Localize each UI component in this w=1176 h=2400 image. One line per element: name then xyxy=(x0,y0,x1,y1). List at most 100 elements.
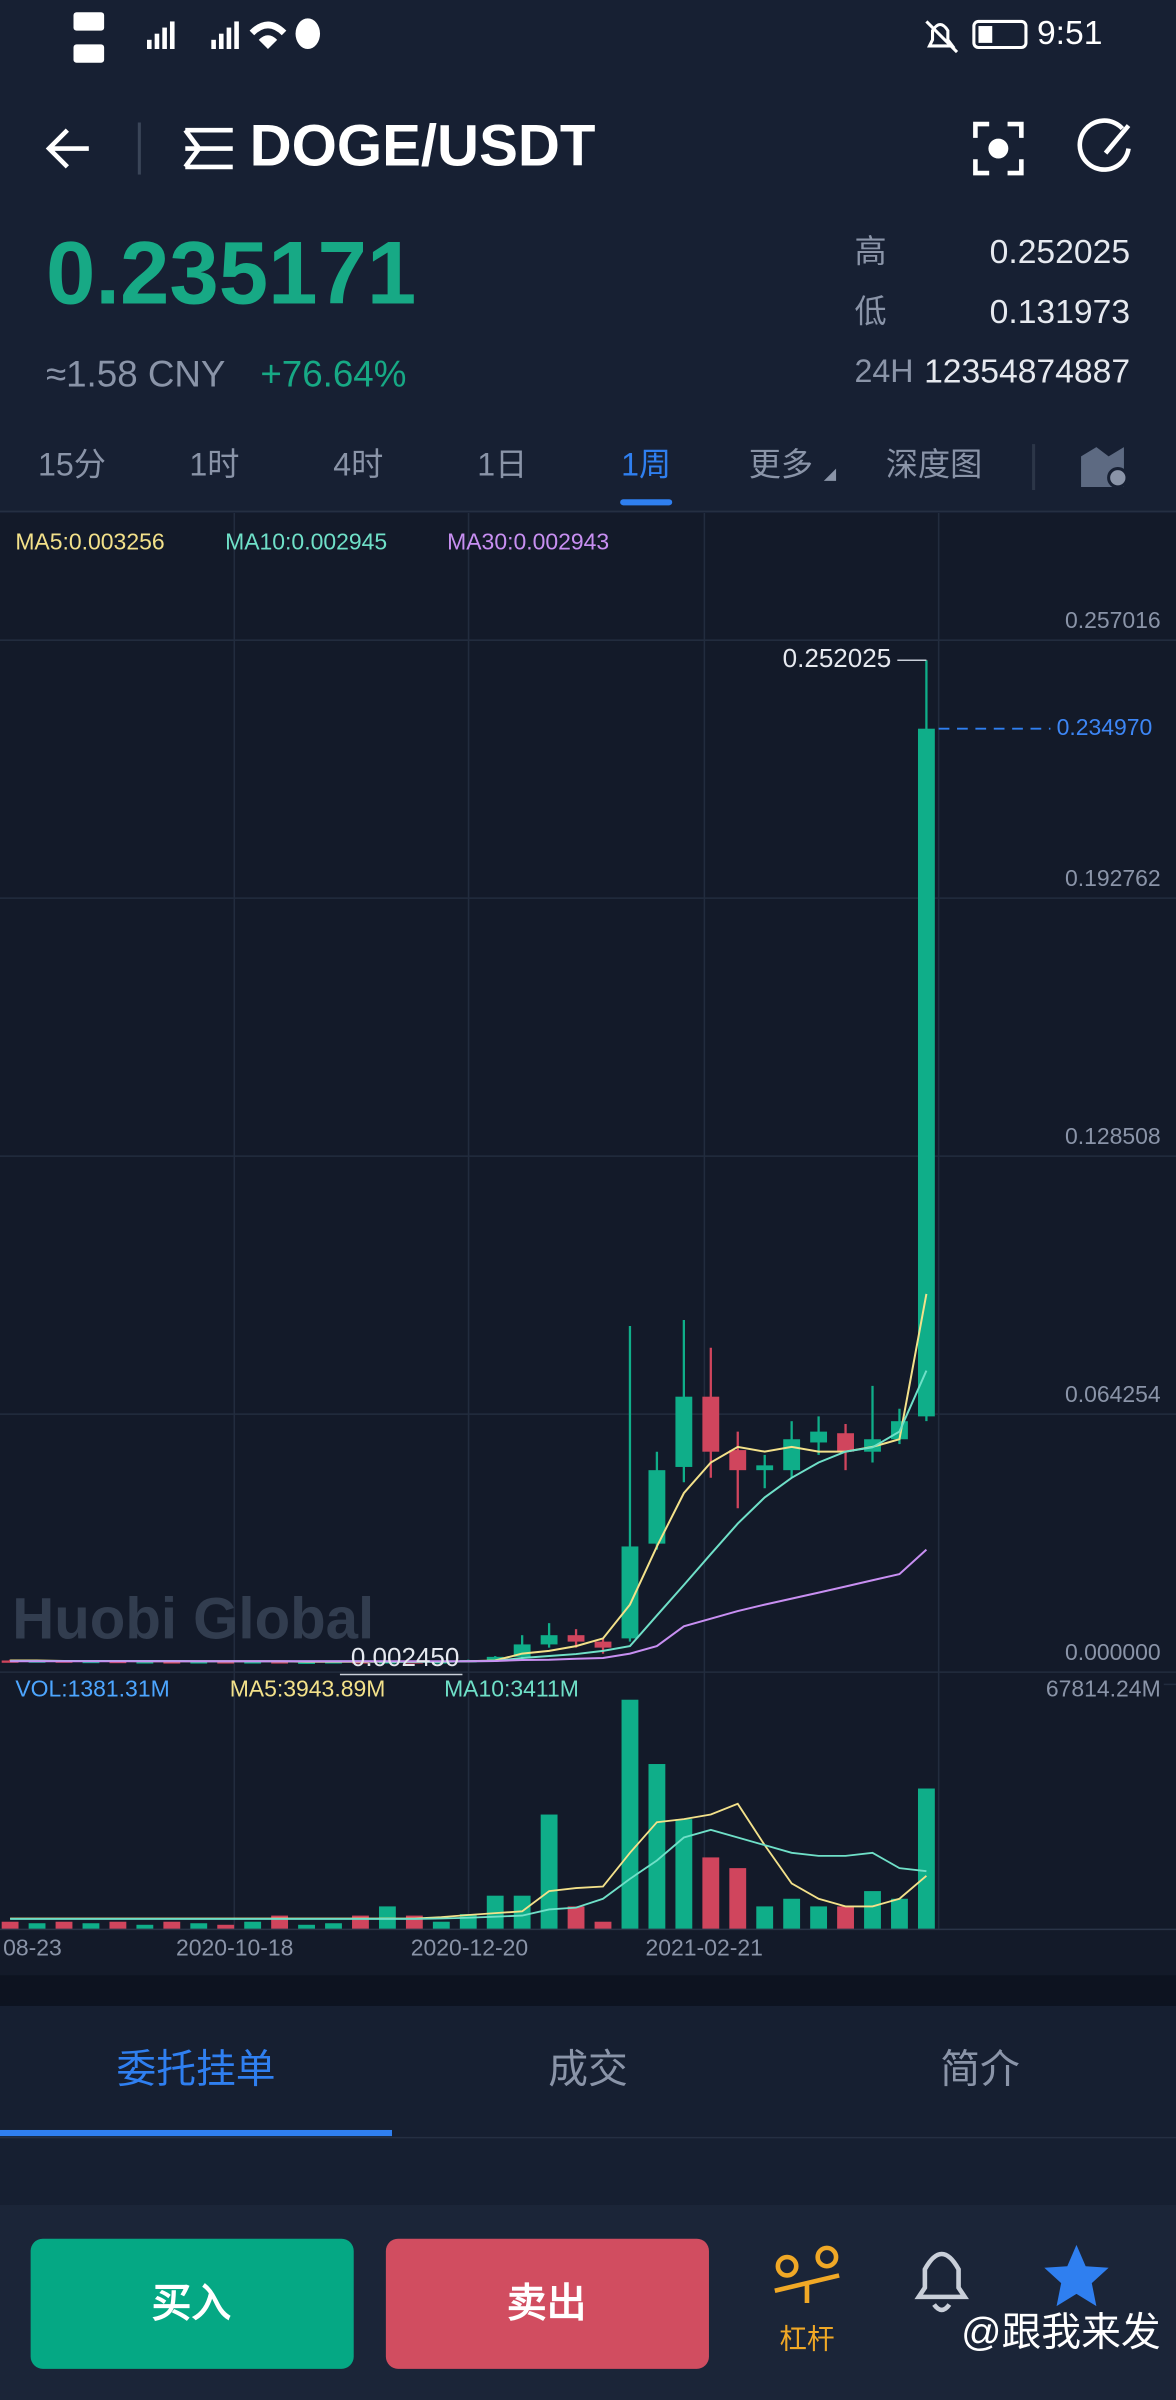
signal-bar xyxy=(154,33,160,49)
candle-body xyxy=(675,1396,693,1467)
header-background xyxy=(0,0,1176,513)
period-tab[interactable]: 4时 xyxy=(333,447,383,483)
margin-icon xyxy=(815,2245,839,2269)
volume-ma-label: MA5:3943.89M xyxy=(230,1676,386,1702)
candle-body xyxy=(783,1439,801,1471)
period-tab[interactable]: 更多 xyxy=(749,447,813,483)
settings-button[interactable] xyxy=(1077,118,1131,172)
volume-bar xyxy=(244,1921,262,1930)
menu-button[interactable] xyxy=(183,127,233,170)
ma-label: MA10:0.002945 xyxy=(225,529,387,555)
qq-icon xyxy=(295,18,321,49)
period-underline xyxy=(620,499,673,506)
alert-button[interactable] xyxy=(914,2251,969,2313)
y-tick-label: 0.128508 xyxy=(1065,1123,1161,1149)
candle-body xyxy=(540,1635,558,1645)
y-tick-label: 0.000000 xyxy=(1065,1639,1161,1665)
wifi-icon xyxy=(249,21,287,49)
cny-price: ≈1.58 CNY xyxy=(46,353,226,394)
candle-body xyxy=(621,1546,639,1639)
status-icons xyxy=(73,12,1028,63)
sell-label: 卖出 xyxy=(507,2282,587,2326)
chart-settings-button[interactable] xyxy=(1081,447,1129,489)
volume-bar xyxy=(109,1921,127,1930)
volume-bar xyxy=(917,1788,935,1930)
pair-title: DOGE/USDT xyxy=(250,113,596,178)
volume-bar xyxy=(540,1814,558,1930)
volume-bar xyxy=(567,1906,585,1930)
candle-body xyxy=(567,1635,585,1642)
period-tab[interactable]: 15分 xyxy=(38,447,106,483)
y-tick-label: 0.192762 xyxy=(1065,865,1161,891)
signal-bar xyxy=(226,27,232,49)
volume-bar xyxy=(513,1895,531,1930)
favorite-button[interactable] xyxy=(1044,2244,1109,2307)
screenshot-dot xyxy=(988,138,1009,159)
ma-line xyxy=(10,1548,928,1663)
candle-body xyxy=(217,1661,235,1664)
volume-bar xyxy=(432,1921,450,1930)
back-button[interactable] xyxy=(45,128,89,169)
bell-off-icon xyxy=(926,22,956,48)
hd-icon xyxy=(73,12,105,31)
volume-bar xyxy=(891,1898,908,1930)
volume-bar xyxy=(298,1924,315,1930)
screenshot-button[interactable] xyxy=(973,121,1024,176)
signal-bar xyxy=(162,27,167,49)
margin-label: 杠杆 xyxy=(779,2324,834,2355)
signal-bar xyxy=(147,39,152,49)
volume-ma-line xyxy=(10,1828,927,1920)
period-tab[interactable]: 1日 xyxy=(477,447,527,483)
high-value: 0.252025 xyxy=(990,234,1130,271)
signal-bar xyxy=(218,33,224,49)
low-value: 0.131973 xyxy=(990,294,1130,331)
candlestick-chart: 0.000000 0.064254 0.128508 0.192762 0.257016… xyxy=(0,529,1176,1960)
candle-body xyxy=(244,1661,262,1664)
max-label: 0.252025 xyxy=(783,643,892,673)
vertical-grid xyxy=(233,512,940,1930)
volume-bar xyxy=(325,1923,342,1930)
price-change: +76.64% xyxy=(260,353,406,394)
high-label: 高 xyxy=(854,234,886,270)
volume-ma-label: MA10:3411M xyxy=(444,1676,579,1702)
order-tabs: 委托挂单 成交 简介 xyxy=(0,2047,1020,2137)
ma-label: MA5:0.003256 xyxy=(15,529,164,555)
candle-body xyxy=(810,1431,828,1443)
margin-button[interactable]: 杠杆 xyxy=(774,2245,840,2355)
volume-bar xyxy=(190,1923,208,1930)
volume-bar xyxy=(55,1921,73,1930)
buy-button[interactable] xyxy=(30,2238,354,2369)
volume-bar xyxy=(82,1923,100,1930)
volume-bar xyxy=(837,1906,854,1930)
period-tab[interactable]: 1周 xyxy=(621,447,671,483)
candle-body xyxy=(136,1661,154,1664)
period-tab[interactable]: 1时 xyxy=(189,447,239,483)
volume-bar xyxy=(28,1923,46,1930)
tab[interactable]: 简介 xyxy=(940,2047,1020,2091)
volume-bar xyxy=(783,1898,801,1930)
gear-icon xyxy=(1107,467,1129,489)
candle-body xyxy=(756,1465,774,1471)
volume-value: 12354874887 xyxy=(924,354,1130,391)
period-tab[interactable]: 深度图 xyxy=(886,447,982,483)
exchange-watermark: Huobi Global xyxy=(12,1587,374,1652)
volume-bar xyxy=(163,1921,181,1930)
volume-bar xyxy=(217,1924,235,1930)
candle-body xyxy=(163,1661,181,1664)
min-label: 0.002450 xyxy=(351,1642,460,1672)
ma-label: MA30:0.002943 xyxy=(447,529,609,555)
bell-off-slash xyxy=(925,20,959,54)
screenshot-frame xyxy=(973,121,1024,176)
volume-bar xyxy=(675,1819,693,1930)
signal-bar xyxy=(169,21,175,49)
x-tick-label: 08-23 xyxy=(3,1934,62,1960)
candle-body xyxy=(702,1396,720,1452)
volume-label: 24H xyxy=(854,353,913,389)
volume-bar xyxy=(864,1891,881,1930)
last-price: 0.235171 xyxy=(46,224,416,323)
sell-button[interactable] xyxy=(385,2238,709,2369)
status-time: 9:51 xyxy=(1037,15,1103,52)
tab[interactable]: 成交 xyxy=(548,2047,628,2091)
tab[interactable]: 委托挂单 xyxy=(116,2047,275,2091)
